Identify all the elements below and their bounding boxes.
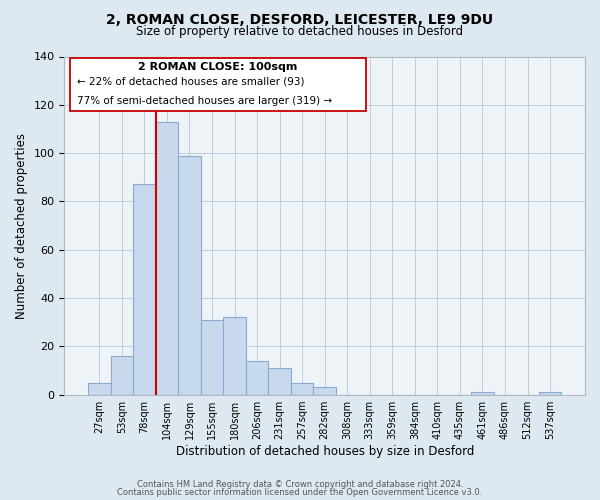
Text: 2, ROMAN CLOSE, DESFORD, LEICESTER, LE9 9DU: 2, ROMAN CLOSE, DESFORD, LEICESTER, LE9 …: [106, 12, 494, 26]
Y-axis label: Number of detached properties: Number of detached properties: [15, 132, 28, 318]
Text: 77% of semi-detached houses are larger (319) →: 77% of semi-detached houses are larger (…: [77, 96, 332, 106]
Text: 2 ROMAN CLOSE: 100sqm: 2 ROMAN CLOSE: 100sqm: [138, 62, 298, 72]
Bar: [178, 156, 201, 394]
Bar: [110, 356, 133, 395]
Bar: [88, 382, 110, 394]
Text: Contains HM Land Registry data © Crown copyright and database right 2024.: Contains HM Land Registry data © Crown c…: [137, 480, 463, 489]
Bar: [268, 368, 291, 394]
Text: ← 22% of detached houses are smaller (93): ← 22% of detached houses are smaller (93…: [77, 77, 305, 87]
Bar: [539, 392, 562, 394]
Bar: [246, 361, 268, 394]
Bar: [313, 388, 336, 394]
Bar: [155, 122, 178, 394]
Bar: [223, 318, 246, 394]
X-axis label: Distribution of detached houses by size in Desford: Distribution of detached houses by size …: [176, 444, 474, 458]
FancyBboxPatch shape: [70, 58, 367, 110]
Bar: [471, 392, 494, 394]
Bar: [133, 184, 155, 394]
Text: Contains public sector information licensed under the Open Government Licence v3: Contains public sector information licen…: [118, 488, 482, 497]
Text: Size of property relative to detached houses in Desford: Size of property relative to detached ho…: [136, 25, 464, 38]
Bar: [291, 382, 313, 394]
Bar: [201, 320, 223, 394]
